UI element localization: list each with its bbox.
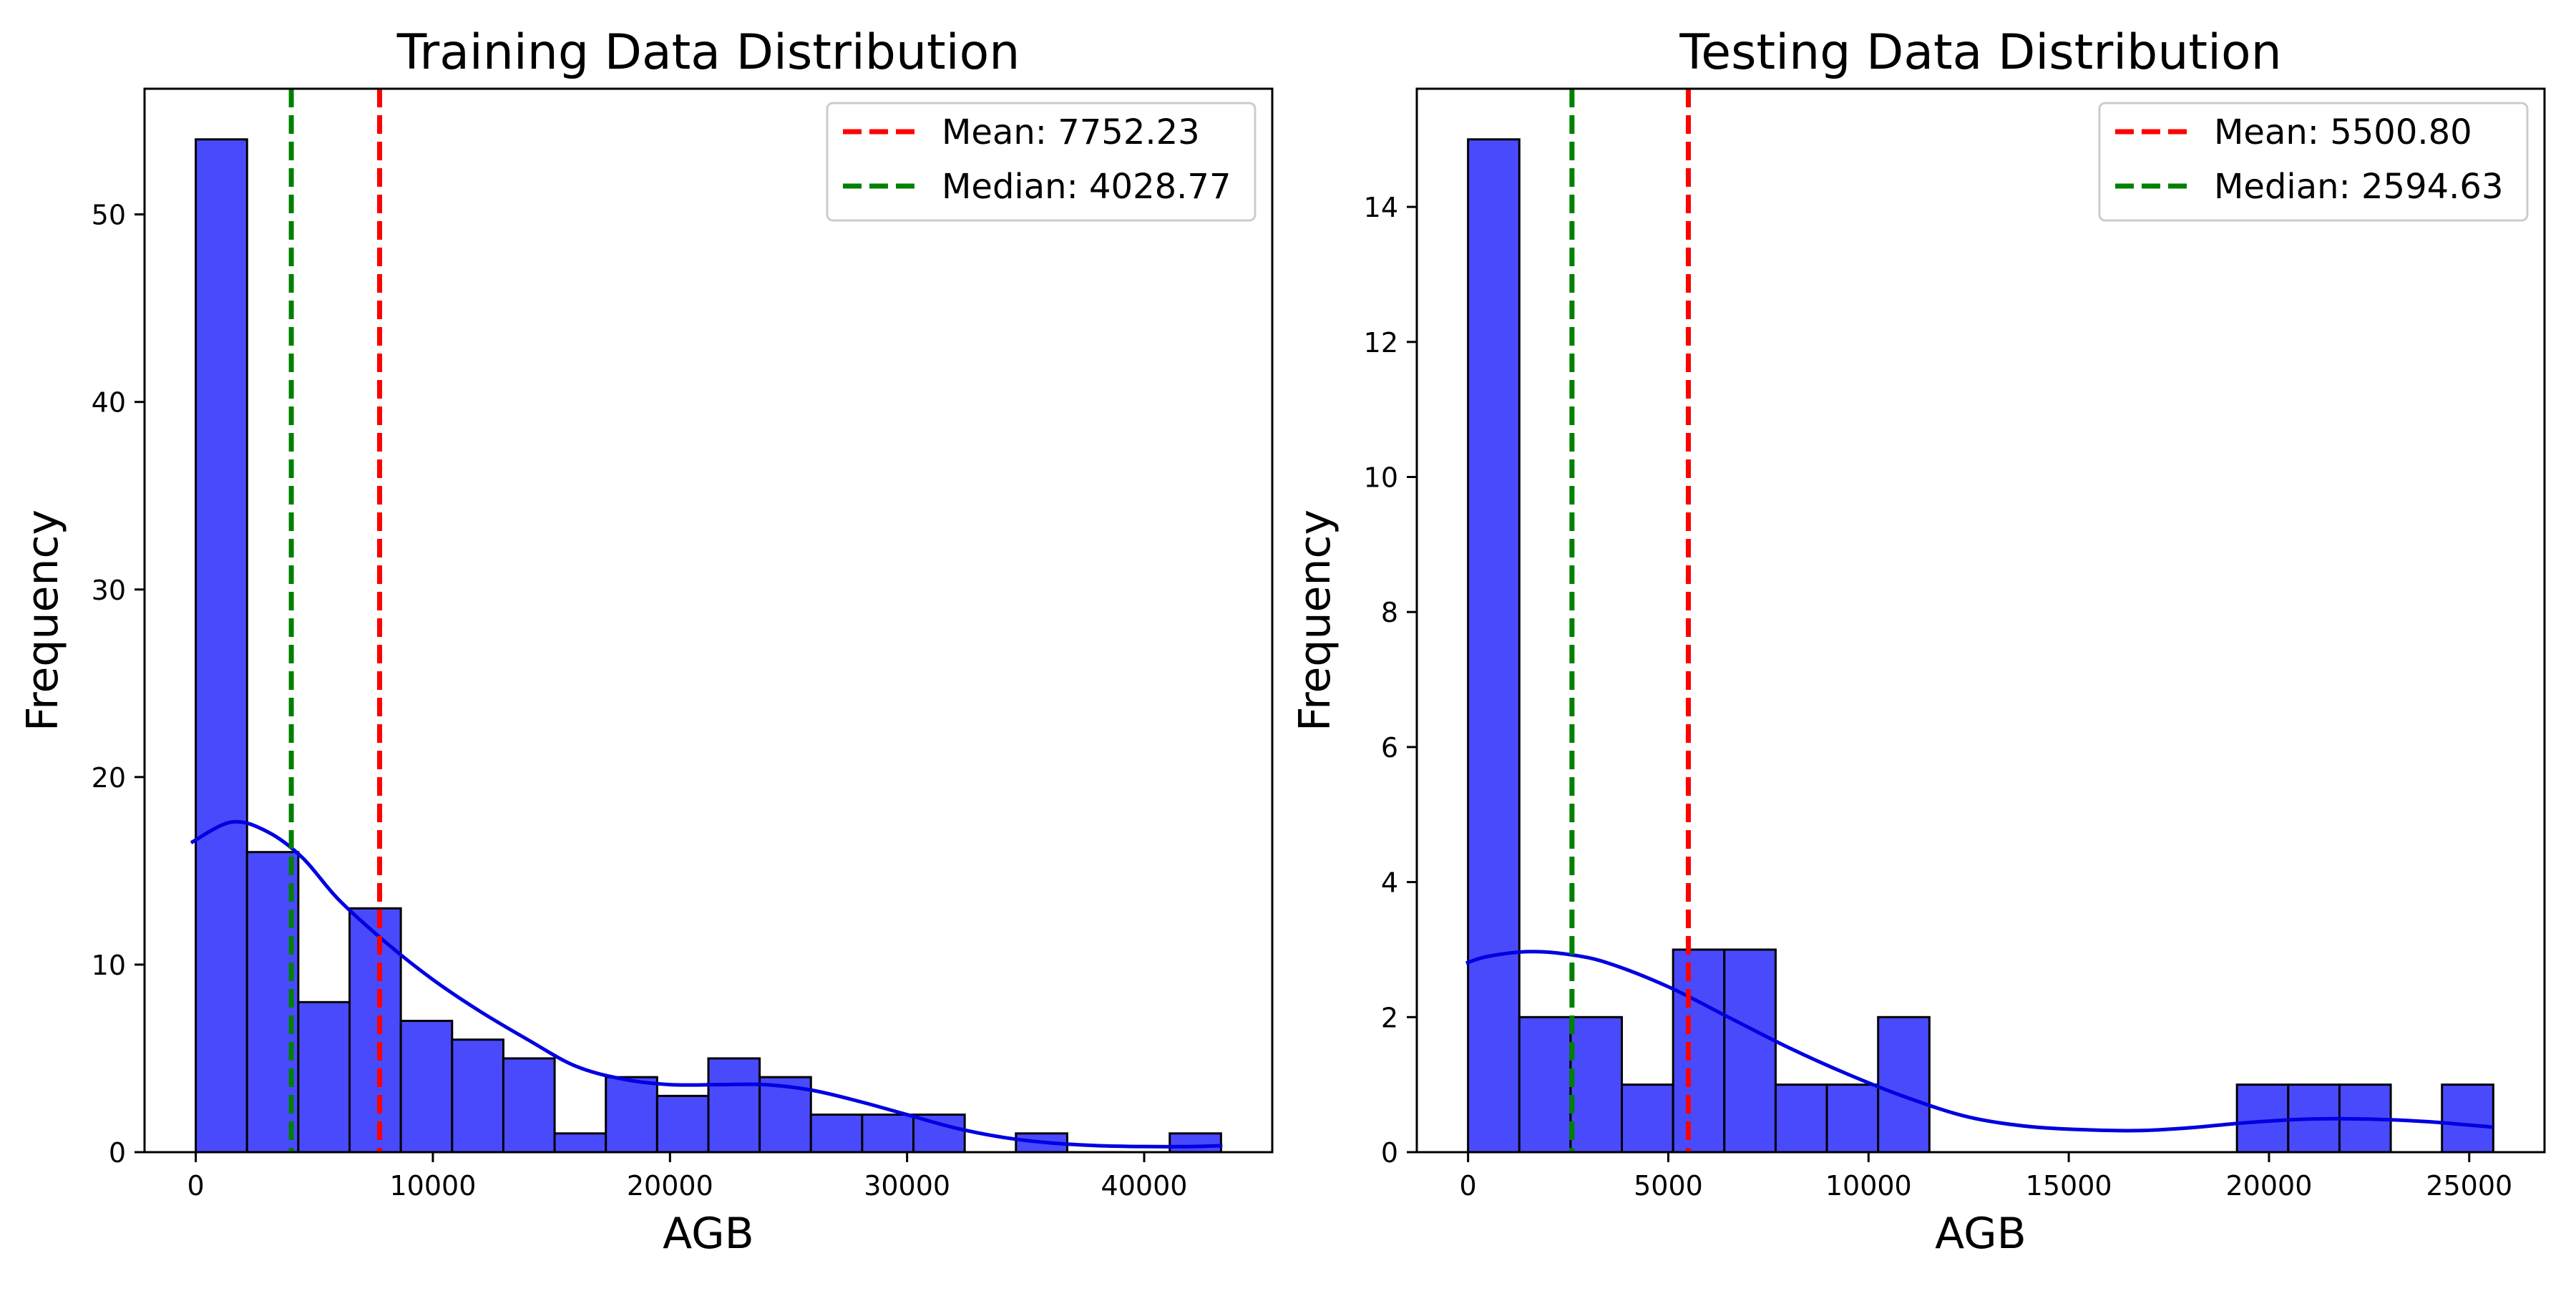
testing-x-ticks: 0 5000 10000 15000 20000 25000 [1460,1152,2512,1202]
testing-bars [1467,138,2494,1154]
testing-x-tick-label: 20000 [2226,1170,2313,1202]
testing-bar-15 [2235,1083,2290,1154]
testing-x-axis-label: AGB [1935,1209,2026,1259]
testing-legend-median-label: Median: 2594.63 [2214,167,2504,207]
training-bar-8 [605,1076,658,1154]
testing-legend-mean-label: Mean: 5500.80 [2214,112,2472,152]
training-bar-19 [1169,1132,1222,1154]
testing-y-tick-label: 14 [1364,192,1398,223]
training-bar-6 [502,1057,556,1154]
training-x-axis-label: AGB [663,1209,754,1259]
training-y-tick-label: 20 [92,762,126,794]
testing-x-tick-label: 5000 [1634,1170,1703,1202]
testing-plot-border [1415,87,2546,1154]
testing-x-tick-label: 0 [1460,1170,1477,1202]
training-y-tick-label: 30 [92,575,126,606]
testing-axes-frame [1415,87,2546,1154]
training-bar-7 [553,1132,608,1154]
training-x-tick-label: 20000 [627,1170,713,1202]
training-x-ticks: 0 10000 20000 30000 40000 [187,1152,1188,1202]
testing-bar-4 [1672,948,1726,1154]
training-legend-mean-label: Mean: 7752.23 [942,112,1200,152]
testing-reference-lines [1569,89,1691,1152]
testing-y-tick-label: 0 [1381,1137,1398,1169]
training-x-tick-label: 0 [187,1170,205,1202]
testing-x-tick-label: 10000 [1825,1170,1912,1202]
testing-y-tick-label: 8 [1381,597,1398,628]
testing-bar-8 [1877,1015,1931,1154]
training-y-tick-label: 40 [92,387,126,419]
training-bar-10 [707,1057,761,1154]
training-bar-2 [297,1000,351,1154]
training-chart-title: Training Data Distribution [396,24,1020,81]
training-kde [190,819,1223,1149]
training-y-tick-label: 10 [92,950,126,981]
testing-legend: Mean: 5500.80 Median: 2594.63 [2098,102,2529,222]
training-y-ticks: 0 10 20 30 40 50 [92,200,145,1169]
training-kde-curve [190,819,1223,1149]
testing-chart: 0 5000 10000 15000 20000 25000 0 2 4 6 8 10 12 14 Te… [1290,24,2546,1259]
training-bar-4 [399,1020,454,1154]
testing-bar-19 [2441,1083,2494,1154]
training-y-axis-label: Frequency [18,510,68,731]
testing-bar-2 [1569,1015,1624,1154]
testing-y-tick-label: 4 [1381,867,1398,899]
training-legend: Mean: 7752.23 Median: 4028.77 [826,102,1257,222]
training-bar-5 [451,1038,504,1154]
training-bar-9 [655,1094,710,1154]
testing-x-tick-label: 15000 [2026,1170,2112,1202]
training-bar-12 [809,1114,864,1154]
training-axes-frame [143,87,1274,1154]
training-x-tick-label: 10000 [390,1170,477,1202]
testing-chart-title: Testing Data Distribution [1679,24,2281,81]
testing-y-axis-label: Frequency [1290,510,1340,731]
training-legend-box [826,102,1257,222]
testing-bar-3 [1621,1083,1674,1154]
testing-x-tick-label: 25000 [2426,1170,2512,1202]
testing-bar-7 [1825,1083,1880,1154]
training-y-tick-label: 50 [92,200,126,231]
training-bar-3 [348,907,402,1154]
testing-bar-6 [1774,1083,1828,1154]
training-x-tick-label: 30000 [864,1170,950,1202]
testing-y-ticks: 0 2 4 6 8 10 12 14 [1364,192,1417,1169]
testing-y-tick-label: 2 [1381,1002,1398,1033]
training-x-tick-label: 40000 [1101,1170,1188,1202]
testing-y-tick-label: 6 [1381,732,1398,764]
testing-bar-5 [1723,948,1777,1154]
training-legend-median-label: Median: 4028.77 [942,167,1231,207]
training-y-tick-label: 0 [109,1137,126,1169]
testing-kde-curve [1465,950,2494,1133]
training-bar-0 [195,138,248,1154]
testing-y-tick-label: 10 [1364,462,1398,494]
testing-bar-1 [1518,1015,1572,1154]
testing-legend-box [2098,102,2529,222]
testing-y-tick-label: 12 [1364,327,1398,359]
training-bars [195,138,1222,1154]
training-bar-13 [861,1114,915,1154]
training-reference-lines [288,89,382,1152]
testing-bar-0 [1467,138,1521,1154]
testing-kde [1465,950,2494,1133]
training-chart: 0 10000 20000 30000 40000 0 10 20 30 40 50 Traini… [18,24,1274,1259]
training-plot-border [143,87,1274,1154]
training-bar-14 [912,1114,966,1154]
